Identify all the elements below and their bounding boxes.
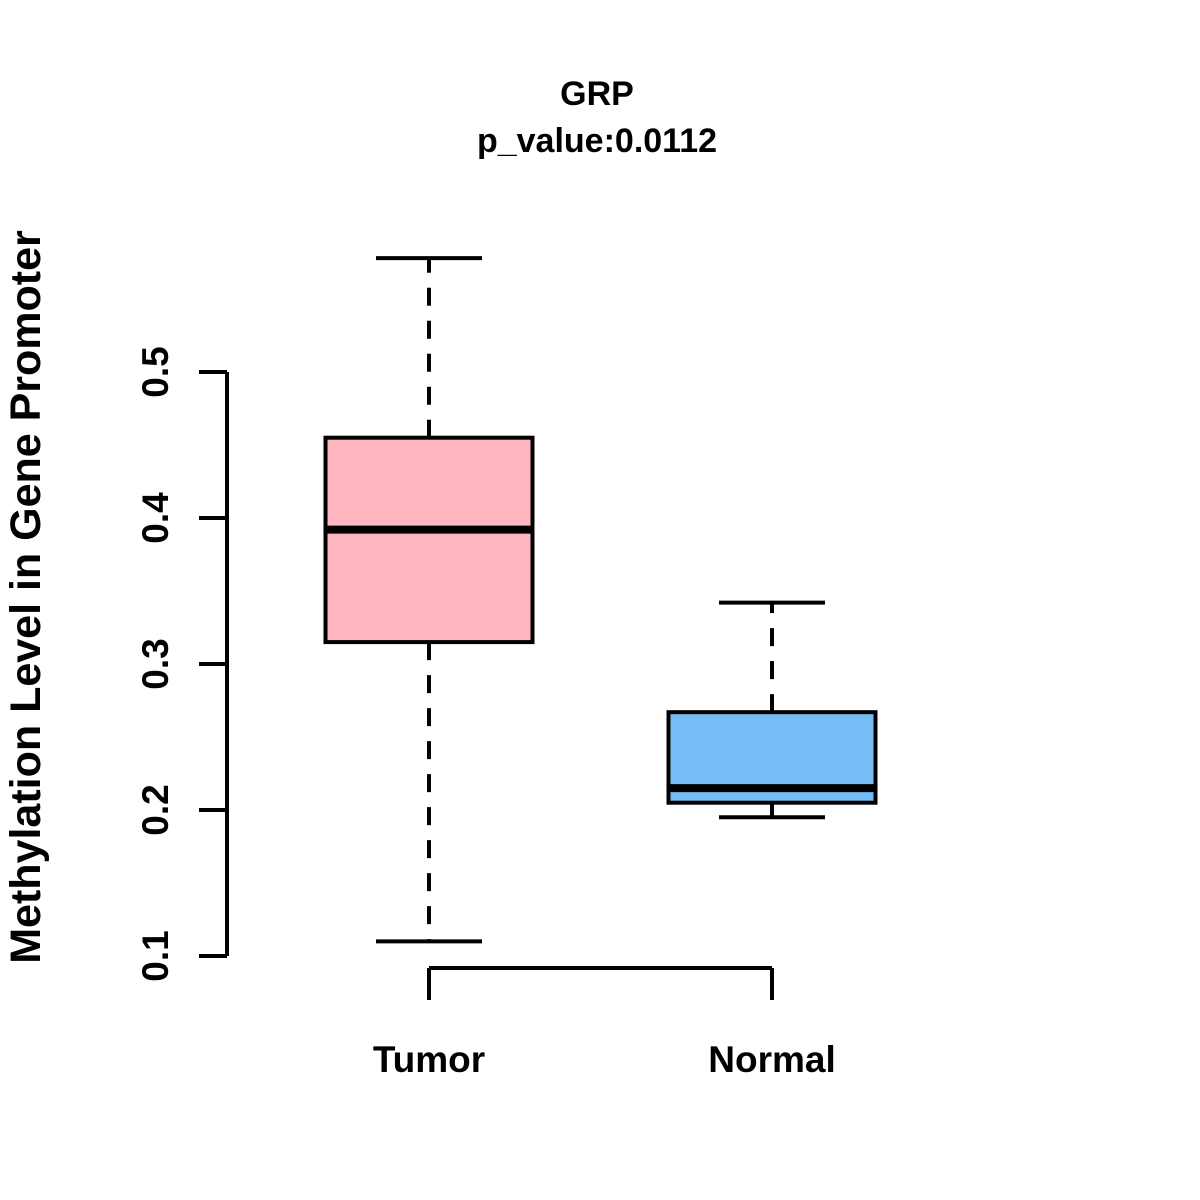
- chart-subtitle: p_value:0.0112: [477, 122, 717, 160]
- y-axis: 0.1 0.2 0.3 0.4 0.5: [135, 346, 229, 982]
- y-tick-label: 0.3: [135, 638, 176, 689]
- box-series: Tumor Normal: [323, 256, 878, 1080]
- y-tick-label: 0.1: [135, 930, 176, 981]
- y-tick-label: 0.4: [135, 492, 176, 544]
- y-tick-label: 0.5: [135, 346, 176, 397]
- x-label-normal: Normal: [708, 1039, 835, 1080]
- y-tick-label: 0.2: [135, 784, 176, 835]
- tumor-box: [323, 435, 535, 645]
- x-axis: [427, 966, 774, 1000]
- y-axis-label: Methylation Level in Gene Promoter: [2, 230, 50, 964]
- x-label-tumor: Tumor: [373, 1039, 485, 1080]
- chart-title: GRP: [560, 75, 634, 113]
